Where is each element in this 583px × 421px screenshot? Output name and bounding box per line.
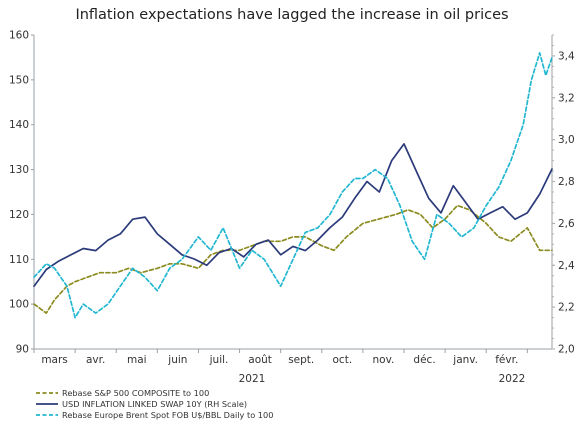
right-y-tick-label: 2,6 bbox=[558, 218, 575, 230]
left-y-tick-label: 150 bbox=[9, 74, 29, 86]
legend: Rebase S&P 500 COMPOSITE to 100 USD INFL… bbox=[36, 388, 273, 420]
left-y-tick-label: 160 bbox=[9, 30, 29, 42]
x-axis-ticks bbox=[33, 349, 528, 353]
left-y-tick-label: 90 bbox=[16, 344, 29, 356]
legend-label-sp500: Rebase S&P 500 COMPOSITE to 100 bbox=[62, 388, 209, 398]
left-y-tick-label: 100 bbox=[9, 299, 29, 311]
year-label-2022: 2022 bbox=[499, 373, 526, 385]
left-y-tick-label: 140 bbox=[9, 119, 29, 131]
right-y-tick-label: 2,8 bbox=[558, 176, 575, 188]
x-tick-label: déc. bbox=[413, 354, 435, 366]
x-tick-label: mars bbox=[41, 354, 67, 366]
right-y-tick-label: 2,4 bbox=[558, 260, 575, 272]
year-label-2021: 2021 bbox=[239, 373, 266, 385]
x-tick-label: juin bbox=[167, 354, 187, 366]
series-line-sp500 bbox=[33, 204, 553, 314]
right-y-tick-label: 3,0 bbox=[558, 134, 575, 146]
x-tick-label: avr. bbox=[86, 354, 105, 366]
chart-title: Inflation expectations have lagged the i… bbox=[75, 7, 508, 23]
x-tick-label: févr. bbox=[495, 354, 518, 366]
series-line-brent bbox=[33, 52, 553, 319]
x-tick-label: mai bbox=[127, 354, 147, 366]
series-lines bbox=[33, 52, 553, 319]
left-y-tick-label: 110 bbox=[9, 254, 29, 266]
legend-label-inflation-swap: USD INFLATION LINKED SWAP 10Y (RH Scale) bbox=[62, 399, 247, 409]
legend-label-brent: Rebase Europe Brent Spot FOB U$/BBL Dail… bbox=[62, 410, 273, 420]
left-y-tick-label: 120 bbox=[9, 209, 29, 221]
x-tick-label: août bbox=[248, 354, 272, 366]
x-axis-labels: mars avr. mai juin juil. août sept. oct. nov. déc… bbox=[41, 354, 518, 366]
left-y-tick-label: 130 bbox=[9, 164, 29, 176]
left-y-ticks: 90 100 110 120 130 140 150 160 bbox=[9, 30, 34, 356]
right-y-ticks: 2,0 2,2 2,4 2,6 2,8 3,0 3,2 3,4 bbox=[552, 34, 575, 356]
right-y-tick-label: 2,0 bbox=[558, 344, 575, 356]
x-tick-label: juil. bbox=[209, 354, 229, 366]
right-y-tick-label: 3,4 bbox=[558, 50, 575, 62]
series-line-inflation-swap bbox=[33, 143, 553, 288]
x-tick-label: oct. bbox=[333, 354, 353, 366]
right-y-tick-label: 2,2 bbox=[558, 302, 575, 314]
x-tick-label: sept. bbox=[288, 354, 314, 366]
right-y-tick-label: 3,2 bbox=[558, 92, 575, 104]
x-tick-label: janv. bbox=[452, 354, 478, 366]
x-tick-label: nov. bbox=[373, 354, 395, 366]
